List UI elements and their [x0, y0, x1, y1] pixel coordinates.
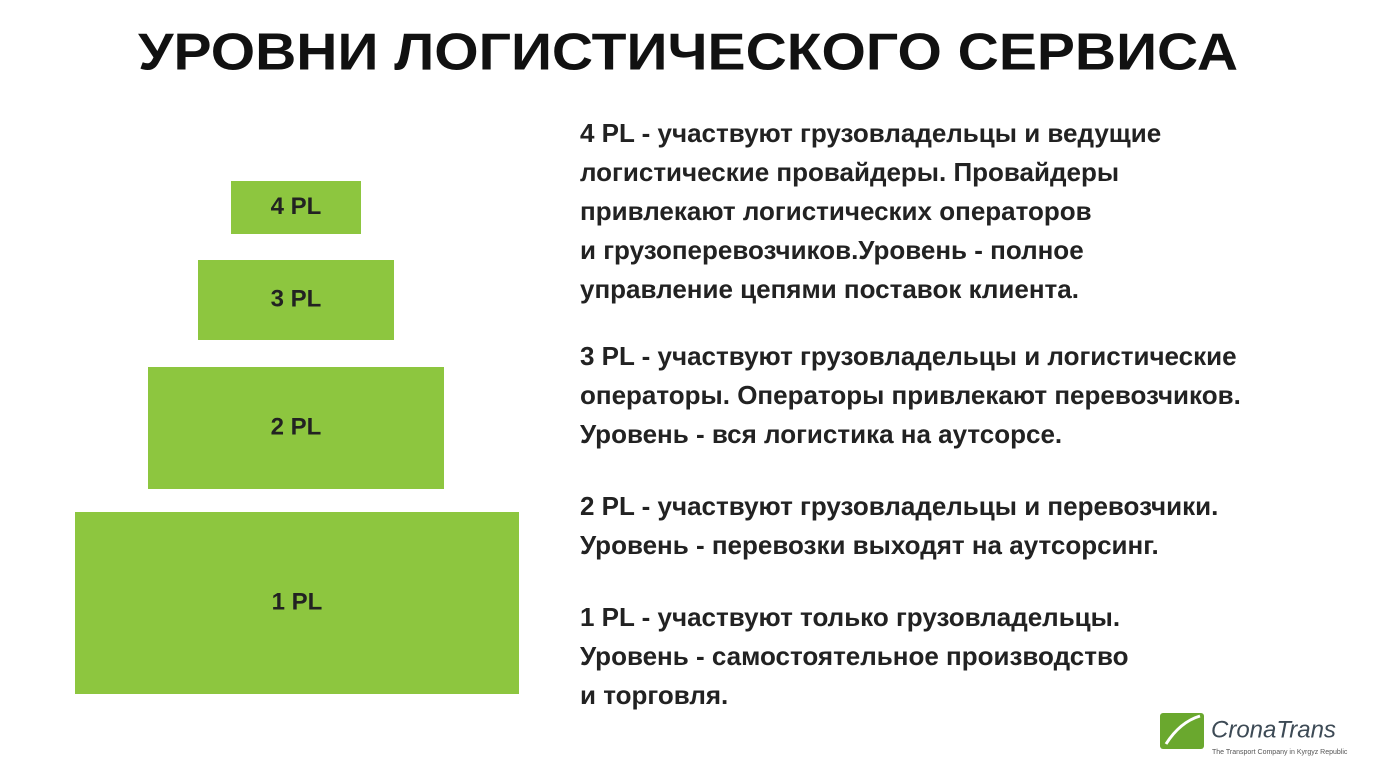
- description-line: и торговля.: [580, 680, 728, 710]
- level-block: [148, 367, 444, 489]
- description-line: 3 PL - участвуют грузовладельцы и логист…: [580, 341, 1237, 371]
- description-line: Уровень - перевозки выходят на аутсорсин…: [580, 530, 1159, 560]
- description-line: операторы. Операторы привлекают перевозч…: [580, 380, 1241, 410]
- description-line: и грузоперевозчиков.Уровень - полное: [580, 235, 1084, 265]
- logo-leaf: [1164, 714, 1201, 745]
- logo-icon: [1160, 713, 1204, 749]
- description-line: Уровень - вся логистика на аутсорсе.: [580, 419, 1062, 449]
- description-line: 2 PL - участвуют грузовладельцы и перево…: [580, 491, 1218, 521]
- description-line: 4 PL - участвуют грузовладельцы и ведущи…: [580, 118, 1161, 148]
- title: УРОВНИ ЛОГИСТИЧЕСКОГО СЕРВИСА: [138, 24, 1238, 82]
- level-block: [198, 260, 394, 340]
- description-line: логистические провайдеры. Провайдеры: [580, 157, 1119, 187]
- description-line: привлекают логистических операторов: [580, 196, 1092, 226]
- description-line: управление цепями поставок клиента.: [580, 274, 1079, 304]
- level-label: 3 PL: [271, 285, 322, 312]
- level-label: 2 PL: [271, 413, 322, 440]
- logo: CronaTrans The Transport Company in Kyrg…: [1160, 713, 1348, 756]
- logo-name: CronaTrans: [1211, 716, 1336, 743]
- description-line: 1 PL - участвуют только грузовладельцы.: [580, 602, 1120, 632]
- logo-tagline: The Transport Company in Kyrgyz Republic: [1212, 749, 1348, 756]
- level-block: [231, 181, 361, 234]
- level-label: 1 PL: [272, 588, 323, 615]
- level-block: [75, 512, 519, 694]
- description-line: Уровень - самостоятельное производство: [580, 641, 1128, 671]
- level-label: 4 PL: [271, 193, 322, 220]
